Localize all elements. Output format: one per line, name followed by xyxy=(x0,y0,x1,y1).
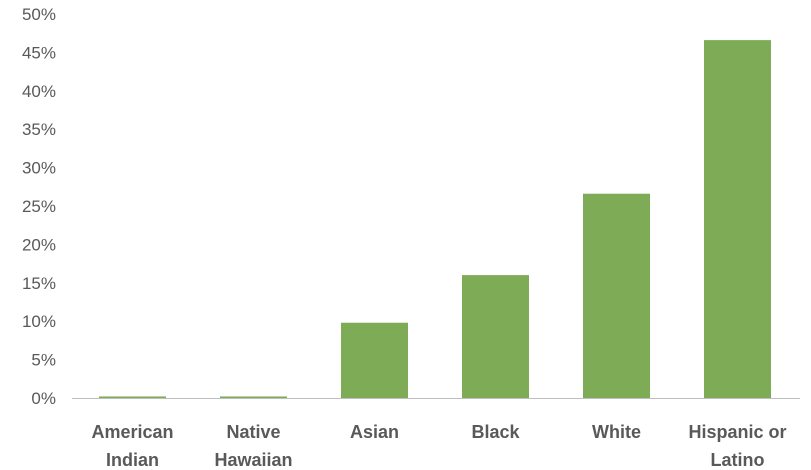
x-tick-label-line: Hispanic or xyxy=(688,422,786,442)
bar xyxy=(220,396,287,398)
x-tick-label-line: Hawaiian xyxy=(214,450,292,470)
y-tick-label: 45% xyxy=(22,43,56,62)
y-tick-label: 35% xyxy=(22,120,56,139)
x-tick-label-line: Native xyxy=(226,422,280,442)
bar xyxy=(462,275,529,398)
x-tick-label: Hispanic or Latino xyxy=(688,422,786,470)
bar xyxy=(583,193,650,398)
y-tick-label: 5% xyxy=(31,351,56,370)
x-tick-label-line: White xyxy=(592,422,641,442)
x-tick-label: White xyxy=(592,422,641,442)
x-tick-label-line: Indian xyxy=(106,450,159,470)
bar xyxy=(99,396,166,398)
y-tick-label: 15% xyxy=(22,274,56,293)
y-tick-label: 0% xyxy=(31,389,56,408)
y-tick-label: 25% xyxy=(22,197,56,216)
x-tick-label-line: Asian xyxy=(350,422,399,442)
y-tick-label: 30% xyxy=(22,159,56,178)
y-tick-label: 20% xyxy=(22,235,56,254)
x-tick-label-line: Latino xyxy=(711,450,765,470)
x-tick-label: Black xyxy=(471,422,520,442)
bars xyxy=(99,40,771,398)
bar xyxy=(704,40,771,398)
x-tick-label: Native Hawaiian xyxy=(214,422,292,470)
x-tick-label-line: American xyxy=(91,422,173,442)
x-axis-category-labels: American Indian Native Hawaiian Asian Black Wh… xyxy=(91,422,786,470)
y-tick-label: 40% xyxy=(22,82,56,101)
x-tick-label: American Indian xyxy=(91,422,173,470)
y-tick-label: 10% xyxy=(22,312,56,331)
x-tick-label-line: Black xyxy=(471,422,520,442)
y-axis-tick-labels: 0% 5% 10% 15% 20% 25% 30% 35% 40% 45% 50% xyxy=(22,5,56,408)
bar xyxy=(341,322,408,398)
y-tick-label: 50% xyxy=(22,5,56,24)
x-tick-label: Asian xyxy=(350,422,399,442)
